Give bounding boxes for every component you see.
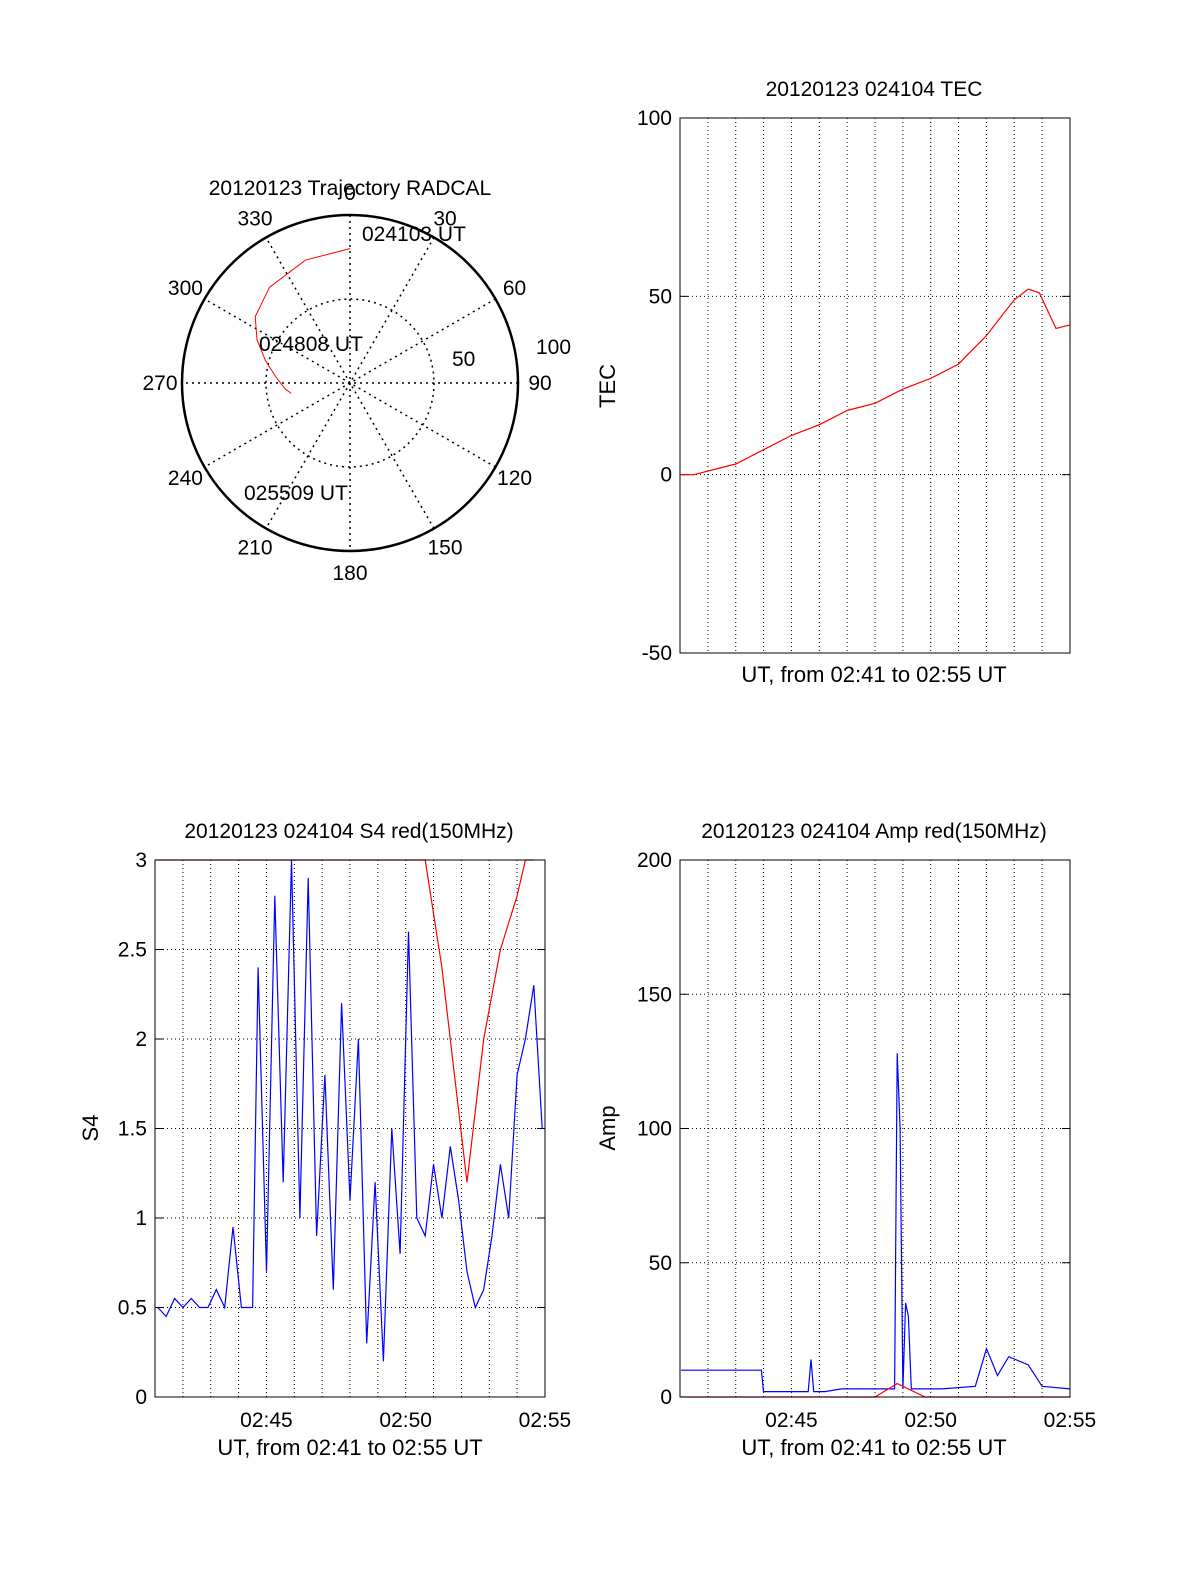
trajectory-end-label: 025509 UT [244, 482, 348, 505]
s4-panel: 20120123 024104 S4 red(150MHz) 0 0.5 1 1.5 2… [78, 820, 571, 1460]
amp-x-ticks: 02:45 02:50 02:55 [765, 1409, 1096, 1432]
y-tick-label: 2.5 [118, 939, 147, 962]
amp-x-axis-label: UT, from 02:41 to 02:55 UT [741, 1435, 1006, 1460]
s4-y-ticks: 0 0.5 1 1.5 2 2.5 3 [118, 849, 545, 1409]
x-tick-label: 02:50 [904, 1409, 957, 1432]
s4-grid [155, 860, 545, 1397]
s4-y-axis-label: S4 [78, 1115, 103, 1142]
amp-y-ticks: 0 50 100 150 200 [637, 849, 1070, 1409]
x-tick-label: 02:55 [1044, 1409, 1097, 1432]
s4-x-ticks: 02:45 02:50 02:55 [240, 1409, 571, 1432]
s4-title: 20120123 024104 S4 red(150MHz) [184, 820, 513, 843]
polar-angle-tick: 180 [332, 562, 367, 585]
y-tick-label: 3 [135, 849, 147, 872]
polar-angle-tick: 210 [237, 537, 272, 560]
polar-angle-ticks: 0 30 60 90 120 150 180 210 240 270 300 330 [142, 182, 551, 585]
y-tick-label: 50 [649, 285, 672, 308]
polar-angle-tick: 270 [142, 372, 177, 395]
polar-spoke [265, 237, 435, 529]
y-tick-label: 200 [637, 849, 672, 872]
y-tick-label: -50 [642, 642, 672, 665]
radius-tick-100: 100 [536, 336, 571, 359]
x-tick-label: 02:45 [765, 1409, 818, 1432]
polar-angle-tick: 30 [433, 207, 456, 230]
amp-grid [680, 860, 1070, 1397]
y-tick-label: 50 [649, 1252, 672, 1275]
polar-angle-tick: 60 [503, 277, 526, 300]
y-tick-label: 0.5 [118, 1297, 147, 1320]
radius-tick-50: 50 [452, 348, 475, 371]
polar-angle-tick: 0 [344, 182, 356, 205]
amp-series-line-0 [681, 1053, 1071, 1393]
tec-title: 20120123 024104 TEC [766, 78, 983, 101]
y-tick-label: 0 [660, 1386, 672, 1409]
trajectory-line [254, 248, 351, 394]
polar-panel: 20120123 Trajectory RADCAL 0 30 60 90 120 150… [142, 177, 571, 585]
x-tick-label: 02:45 [240, 1409, 293, 1432]
tec-panel: 20120123 024104 TEC -50 0 50 100 UT, from 0… [595, 78, 1071, 687]
polar-angle-tick: 90 [528, 372, 551, 395]
trajectory-start-label: 024103 UT [362, 223, 466, 246]
amp-y-axis-label: Amp [595, 1105, 620, 1150]
tec-y-ticks: -50 0 50 100 [637, 107, 1070, 665]
tec-series-line-0 [680, 288, 1071, 476]
polar-title: 20120123 Trajectory RADCAL [209, 177, 492, 200]
x-tick-label: 02:50 [379, 1409, 432, 1432]
tec-x-axis-label: UT, from 02:41 to 02:55 UT [741, 662, 1006, 687]
polar-angle-tick: 120 [497, 467, 532, 490]
y-tick-label: 100 [637, 1118, 672, 1141]
polar-angle-tick: 330 [237, 207, 272, 230]
y-tick-label: 2 [135, 1028, 147, 1051]
tec-series [680, 288, 1071, 476]
y-tick-label: 100 [637, 107, 672, 130]
amp-panel: 20120123 024104 Amp red(150MHz) 0 50 100 15… [595, 820, 1096, 1460]
x-tick-label: 02:55 [519, 1409, 572, 1432]
tec-y-axis-label: TEC [595, 364, 620, 408]
y-tick-label: 1 [135, 1207, 147, 1230]
polar-grid [180, 213, 520, 553]
s4-series-line-0 [157, 859, 543, 1362]
y-tick-label: 1.5 [118, 1118, 147, 1141]
polar-angle-tick: 240 [168, 467, 203, 490]
s4-x-axis-label: UT, from 02:41 to 02:55 UT [217, 1435, 482, 1460]
amp-title: 20120123 024104 Amp red(150MHz) [701, 820, 1047, 843]
trajectory-mid-label: 024808 UT [259, 333, 363, 356]
polar-angle-tick: 300 [168, 277, 203, 300]
y-tick-label: 0 [135, 1386, 147, 1409]
polar-angle-tick: 150 [427, 537, 462, 560]
tec-grid [680, 118, 1070, 653]
y-tick-label: 0 [660, 464, 672, 487]
tec-plot-frame [679, 117, 1071, 654]
y-tick-label: 150 [637, 983, 672, 1006]
